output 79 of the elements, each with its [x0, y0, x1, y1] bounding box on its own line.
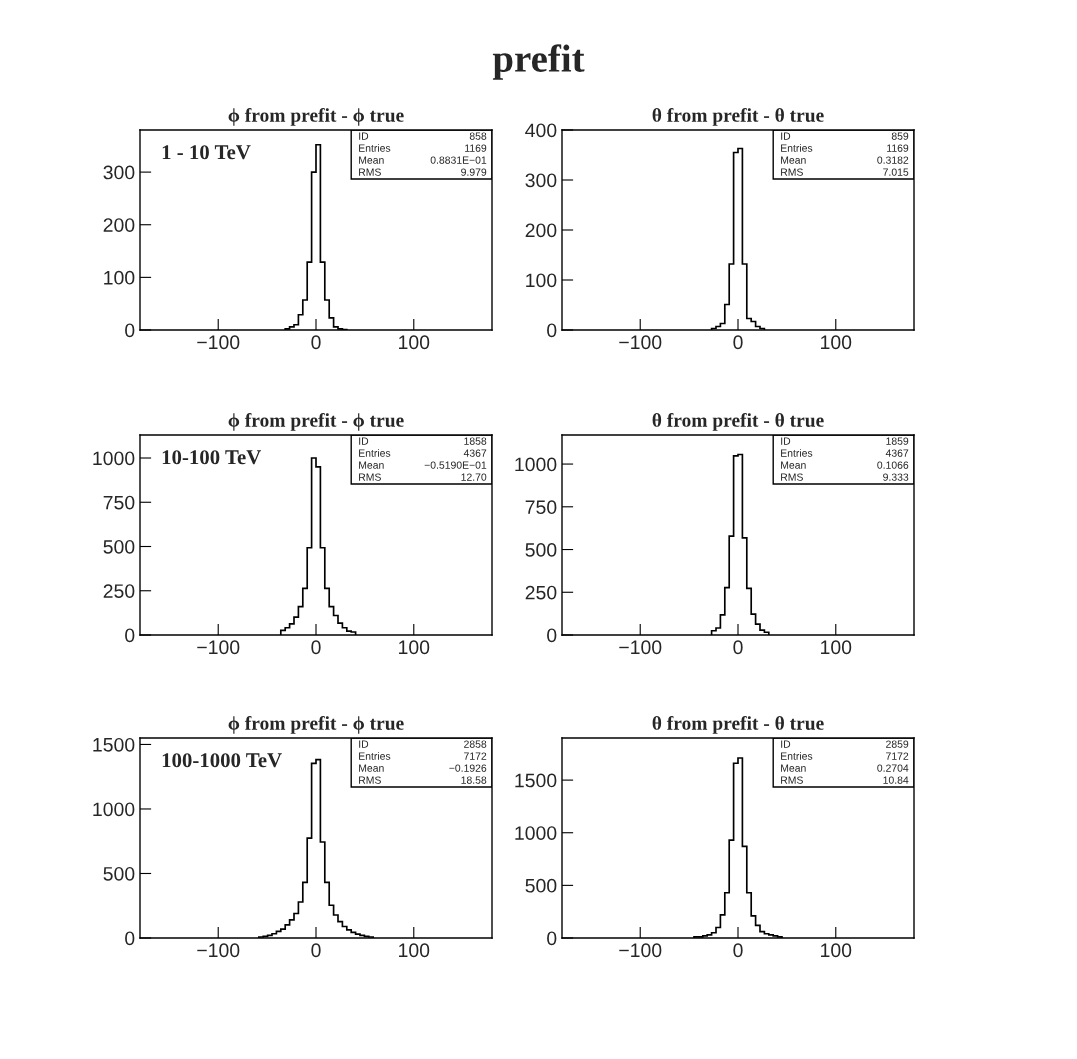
y-tick-label: 250 — [525, 585, 557, 600]
y-tick-label: 500 — [525, 543, 557, 557]
x-tick-label: −100 — [197, 943, 240, 958]
chart-title: ϕ from prefit - ϕ true — [228, 412, 404, 431]
y-tick-label: 0 — [547, 323, 557, 338]
annotation: 100-1000 TeV — [162, 753, 282, 768]
x-tick-label: −100 — [619, 640, 662, 655]
x-tick-label: 0 — [733, 640, 743, 655]
chart-title: θ from prefit - θ true — [652, 412, 824, 431]
y-tick-label: 500 — [103, 539, 135, 554]
x-tick-label: −100 — [197, 640, 240, 655]
y-tick-label: 0 — [125, 323, 135, 338]
text: Entries 4367 — [359, 449, 487, 457]
text: RMS 9.333 — [781, 473, 909, 481]
y-tick-label: 100 — [104, 270, 135, 285]
text: Entries 1169 — [781, 144, 909, 152]
y-tick-label: 0 — [125, 931, 135, 946]
x-tick-label: 0 — [733, 335, 743, 350]
annotation: 1 - 10 TeV — [162, 145, 251, 160]
y-tick-label: 1500 — [93, 737, 135, 752]
text: RMS 12.70 — [359, 473, 487, 481]
text: ID 1858 — [359, 437, 487, 445]
y-tick-label: 300 — [103, 165, 135, 180]
chart-title: θ from prefit - θ true — [652, 715, 824, 734]
y-tick-label: 400 — [525, 123, 557, 138]
text: RMS 18.58 — [359, 776, 487, 784]
chart-title: ϕ from prefit - ϕ true — [228, 715, 404, 734]
x-tick-label: 100 — [821, 335, 852, 350]
text: Mean 0.3182 — [781, 156, 909, 164]
y-tick-label: 100 — [526, 273, 557, 288]
y-tick-label: 200 — [525, 223, 557, 238]
y-tick-label: 300 — [525, 173, 557, 188]
x-tick-label: 0 — [311, 335, 321, 350]
y-tick-label: 1500 — [515, 773, 557, 788]
text: Entries 1169 — [359, 144, 487, 152]
text: ID 2858 — [359, 740, 487, 748]
y-tick-label: 0 — [125, 628, 135, 643]
x-tick-label: 100 — [821, 943, 852, 958]
chart-title: θ from prefit - θ true — [652, 107, 824, 126]
text: Entries 4367 — [781, 449, 909, 457]
x-tick-label: 100 — [399, 640, 430, 655]
y-tick-label: 1000 — [515, 826, 557, 840]
x-tick-label: 0 — [311, 943, 321, 958]
y-tick-label: 750 — [525, 500, 557, 515]
text: ID 2859 — [781, 740, 909, 748]
y-tick-label: 500 — [525, 878, 557, 893]
text: RMS 7.015 — [781, 168, 909, 176]
y-tick-label: 750 — [103, 495, 135, 510]
y-tick-label: 1000 — [515, 457, 557, 472]
text: Mean 0.1066 — [781, 461, 909, 469]
y-tick-label: 0 — [547, 628, 557, 643]
x-tick-label: 100 — [821, 640, 852, 655]
y-tick-label: 1000 — [93, 451, 135, 466]
x-tick-label: −100 — [197, 335, 240, 350]
text: ID 1859 — [781, 437, 909, 445]
x-tick-label: −100 — [619, 943, 662, 958]
text: Mean 0.8831E−01 — [359, 156, 487, 164]
x-tick-label: 100 — [399, 943, 430, 958]
text: ID 859 — [781, 132, 909, 140]
text: RMS 9.979 — [359, 168, 487, 176]
y-tick-label: 0 — [547, 931, 557, 946]
annotation: 10-100 TeV — [162, 450, 262, 465]
text: Mean 0.2704 — [781, 764, 909, 772]
text: Entries 7172 — [781, 752, 909, 760]
x-tick-label: 100 — [399, 335, 430, 350]
text: Mean −0.5190E−01 — [359, 461, 487, 469]
chart-title: ϕ from prefit - ϕ true — [228, 107, 404, 126]
y-tick-label: 250 — [103, 584, 135, 598]
y-tick-label: 200 — [103, 218, 135, 232]
text: ID 858 — [359, 132, 487, 140]
text: prefit — [492, 44, 585, 80]
text: Mean −0.1926 — [359, 764, 487, 772]
text: RMS 10.84 — [781, 776, 909, 784]
x-tick-label: −100 — [619, 335, 662, 350]
y-tick-label: 1000 — [93, 802, 135, 817]
x-tick-label: 0 — [733, 943, 743, 958]
x-tick-label: 0 — [311, 640, 321, 655]
text: Entries 7172 — [359, 752, 487, 760]
y-tick-label: 500 — [103, 866, 135, 881]
